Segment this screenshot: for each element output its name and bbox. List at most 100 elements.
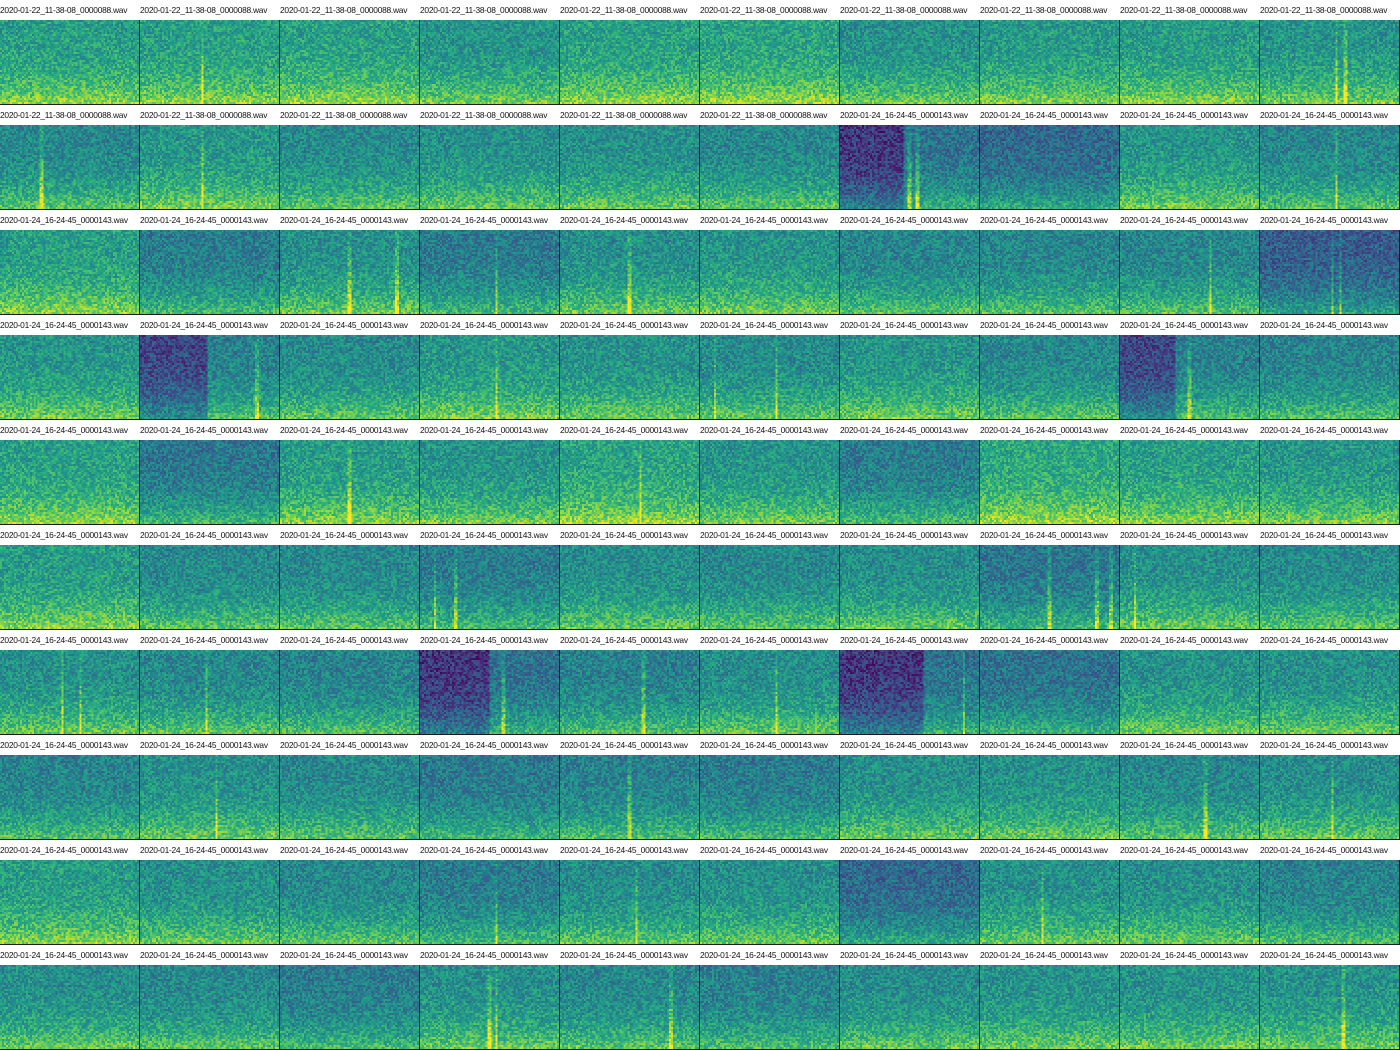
spectrogram-image [1260,965,1400,1050]
spectrogram-image [840,20,980,105]
panel-title: 2020-01-22_11-38-08_0000088.wav [980,5,1108,15]
spectrogram-panel: 2020-01-24_16-24-45_0000143.wav [280,945,420,1050]
panel-title: 2020-01-24_16-24-45_0000143.wav [280,215,408,225]
panel-title: 2020-01-24_16-24-45_0000143.wav [700,530,828,540]
spectrogram-panel: 2020-01-24_16-24-45_0000143.wav [700,420,840,525]
spectrogram-image [840,545,980,630]
spectrogram-image [840,440,980,525]
panel-title: 2020-01-24_16-24-45_0000143.wav [420,950,548,960]
spectrogram-panel: 2020-01-24_16-24-45_0000143.wav [0,945,140,1050]
panel-title: 2020-01-22_11-38-08_0000088.wav [700,5,828,15]
panel-title: 2020-01-24_16-24-45_0000143.wav [560,740,688,750]
panel-title: 2020-01-24_16-24-45_0000143.wav [700,635,828,645]
spectrogram-image [1260,650,1400,735]
panel-title: 2020-01-24_16-24-45_0000143.wav [140,950,268,960]
panel-title: 2020-01-24_16-24-45_0000143.wav [980,740,1108,750]
spectrogram-panel: 2020-01-24_16-24-45_0000143.wav [1120,945,1260,1050]
spectrogram-panel: 2020-01-24_16-24-45_0000143.wav [560,315,700,420]
panel-title: 2020-01-22_11-38-08_0000088.wav [140,5,268,15]
spectrogram-image [980,20,1120,105]
spectrogram-panel: 2020-01-24_16-24-45_0000143.wav [980,210,1120,315]
spectrogram-panel: 2020-01-24_16-24-45_0000143.wav [420,630,560,735]
spectrogram-image [140,125,280,210]
panel-title: 2020-01-24_16-24-45_0000143.wav [840,845,968,855]
spectrogram-image [980,230,1120,315]
panel-title: 2020-01-24_16-24-45_0000143.wav [140,215,268,225]
spectrogram-image [140,335,280,420]
spectrogram-image [1120,545,1260,630]
panel-title: 2020-01-24_16-24-45_0000143.wav [420,215,548,225]
spectrogram-panel: 2020-01-24_16-24-45_0000143.wav [420,210,560,315]
spectrogram-image [1120,20,1260,105]
spectrogram-panel: 2020-01-22_11-38-08_0000088.wav [140,0,280,105]
panel-title: 2020-01-24_16-24-45_0000143.wav [700,320,828,330]
spectrogram-panel: 2020-01-24_16-24-45_0000143.wav [840,630,980,735]
spectrogram-panel: 2020-01-24_16-24-45_0000143.wav [280,630,420,735]
panel-title: 2020-01-24_16-24-45_0000143.wav [700,425,828,435]
spectrogram-image [560,755,700,840]
panel-title: 2020-01-22_11-38-08_0000088.wav [420,110,548,120]
spectrogram-image [1120,440,1260,525]
spectrogram-image [980,440,1120,525]
spectrogram-image [1120,965,1260,1050]
spectrogram-image [0,230,140,315]
spectrogram-panel: 2020-01-22_11-38-08_0000088.wav [1260,0,1400,105]
panel-title: 2020-01-24_16-24-45_0000143.wav [1260,110,1388,120]
spectrogram-panel: 2020-01-22_11-38-08_0000088.wav [1120,0,1260,105]
spectrogram-panel: 2020-01-24_16-24-45_0000143.wav [1120,735,1260,840]
panel-title: 2020-01-24_16-24-45_0000143.wav [980,950,1108,960]
spectrogram-panel: 2020-01-24_16-24-45_0000143.wav [140,420,280,525]
spectrogram-image [1260,755,1400,840]
spectrogram-panel: 2020-01-24_16-24-45_0000143.wav [1120,420,1260,525]
spectrogram-panel: 2020-01-24_16-24-45_0000143.wav [280,420,420,525]
panel-title: 2020-01-24_16-24-45_0000143.wav [980,845,1108,855]
spectrogram-image [140,965,280,1050]
panel-title: 2020-01-24_16-24-45_0000143.wav [280,740,408,750]
panel-title: 2020-01-24_16-24-45_0000143.wav [280,845,408,855]
panel-title: 2020-01-24_16-24-45_0000143.wav [560,635,688,645]
panel-title: 2020-01-24_16-24-45_0000143.wav [980,215,1108,225]
panel-title: 2020-01-24_16-24-45_0000143.wav [140,320,268,330]
panel-title: 2020-01-24_16-24-45_0000143.wav [0,635,128,645]
panel-title: 2020-01-24_16-24-45_0000143.wav [140,425,268,435]
panel-title: 2020-01-24_16-24-45_0000143.wav [1120,530,1248,540]
spectrogram-panel: 2020-01-24_16-24-45_0000143.wav [980,525,1120,630]
spectrogram-panel: 2020-01-22_11-38-08_0000088.wav [980,0,1120,105]
panel-title: 2020-01-24_16-24-45_0000143.wav [1260,425,1388,435]
spectrogram-image [560,545,700,630]
spectrogram-panel: 2020-01-22_11-38-08_0000088.wav [420,105,560,210]
panel-title: 2020-01-24_16-24-45_0000143.wav [1120,215,1248,225]
panel-title: 2020-01-24_16-24-45_0000143.wav [700,740,828,750]
spectrogram-image [560,125,700,210]
panel-title: 2020-01-24_16-24-45_0000143.wav [420,635,548,645]
panel-title: 2020-01-22_11-38-08_0000088.wav [560,5,688,15]
spectrogram-image [840,965,980,1050]
panel-title: 2020-01-24_16-24-45_0000143.wav [840,635,968,645]
spectrogram-image [420,545,560,630]
spectrogram-image [1260,440,1400,525]
spectrogram-image [700,965,840,1050]
spectrogram-image [140,650,280,735]
spectrogram-image [840,860,980,945]
spectrogram-image [840,755,980,840]
spectrogram-image [840,650,980,735]
spectrogram-image [280,545,420,630]
panel-title: 2020-01-24_16-24-45_0000143.wav [700,215,828,225]
spectrogram-image [560,860,700,945]
spectrogram-panel: 2020-01-22_11-38-08_0000088.wav [280,105,420,210]
spectrogram-panel: 2020-01-24_16-24-45_0000143.wav [560,945,700,1050]
panel-title: 2020-01-24_16-24-45_0000143.wav [280,320,408,330]
spectrogram-panel: 2020-01-24_16-24-45_0000143.wav [1260,735,1400,840]
panel-title: 2020-01-24_16-24-45_0000143.wav [0,320,128,330]
spectrogram-panel: 2020-01-24_16-24-45_0000143.wav [840,420,980,525]
panel-title: 2020-01-24_16-24-45_0000143.wav [1120,845,1248,855]
panel-title: 2020-01-24_16-24-45_0000143.wav [1260,740,1388,750]
panel-title: 2020-01-22_11-38-08_0000088.wav [0,110,128,120]
panel-title: 2020-01-24_16-24-45_0000143.wav [840,425,968,435]
spectrogram-image [980,125,1120,210]
spectrogram-image [0,755,140,840]
spectrogram-image [560,965,700,1050]
spectrogram-panel: 2020-01-24_16-24-45_0000143.wav [140,525,280,630]
spectrogram-panel: 2020-01-24_16-24-45_0000143.wav [980,420,1120,525]
spectrogram-panel: 2020-01-22_11-38-08_0000088.wav [700,105,840,210]
